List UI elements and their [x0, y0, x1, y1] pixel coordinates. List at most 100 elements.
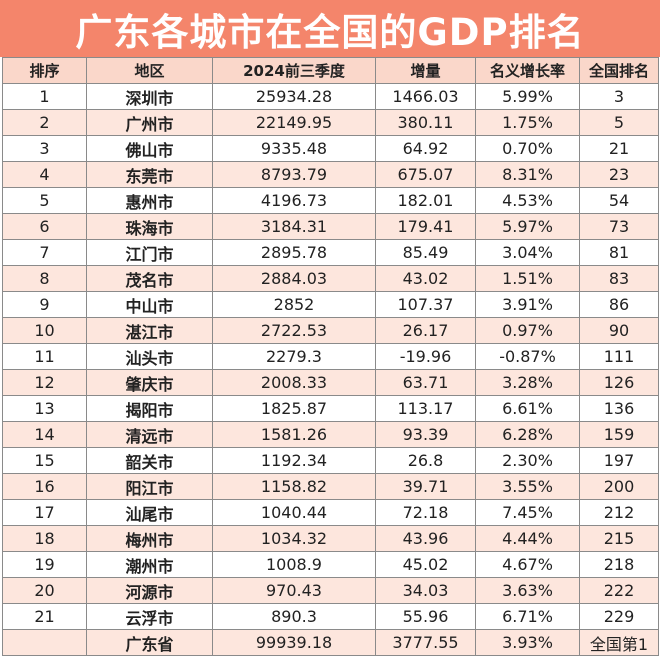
cell-city: 清远市	[86, 421, 213, 448]
cell-increment: 26.8	[375, 447, 476, 474]
table-row: 18 梅州市 1034.32 43.96 4.44% 215	[2, 525, 659, 552]
cell-increment: 63.71	[375, 369, 476, 396]
cell-gdp: 1158.82	[212, 473, 376, 500]
cell-increment: 93.39	[375, 421, 476, 448]
cell-city: 潮州市	[86, 551, 213, 578]
cell-national-rank: 86	[579, 291, 659, 318]
cell-growth-rate: 0.70%	[475, 135, 580, 162]
table-row: 17 汕尾市 1040.44 72.18 7.45% 212	[2, 499, 659, 526]
cell-growth-rate: 4.44%	[475, 525, 580, 552]
cell-growth-rate: 3.93%	[475, 629, 580, 656]
cell-increment: 179.41	[375, 213, 476, 240]
cell-gdp: 22149.95	[212, 109, 376, 136]
cell-rank: 15	[2, 447, 87, 474]
cell-city: 梅州市	[86, 525, 213, 552]
cell-increment: 1466.03	[375, 83, 476, 110]
table-row: 2 广州市 22149.95 380.11 1.75% 5	[2, 109, 659, 136]
cell-gdp: 1008.9	[212, 551, 376, 578]
cell-gdp: 2884.03	[212, 265, 376, 292]
cell-rank: 1	[2, 83, 87, 110]
cell-rank: 14	[2, 421, 87, 448]
cell-national-rank: 218	[579, 551, 659, 578]
cell-rank: 5	[2, 187, 87, 214]
cell-national-rank: 81	[579, 239, 659, 266]
page-title: 广东各城市在全国的GDP排名	[75, 10, 585, 54]
cell-increment: 43.02	[375, 265, 476, 292]
table-row: 20 河源市 970.43 34.03 3.63% 222	[2, 577, 659, 604]
cell-increment: 26.17	[375, 317, 476, 344]
cell-growth-rate: 5.99%	[475, 83, 580, 110]
cell-gdp: 1034.32	[212, 525, 376, 552]
cell-gdp: 2008.33	[212, 369, 376, 396]
cell-rank: 7	[2, 239, 87, 266]
cell-national-rank: 21	[579, 135, 659, 162]
cell-city: 阳江市	[86, 473, 213, 500]
cell-national-rank: 126	[579, 369, 659, 396]
cell-gdp: 2852	[212, 291, 376, 318]
cell-national-rank: 全国第1	[579, 629, 659, 656]
cell-national-rank: 3	[579, 83, 659, 110]
cell-city: 佛山市	[86, 135, 213, 162]
table-row: 广东省 99939.18 3777.55 3.93% 全国第1	[2, 629, 659, 656]
table-row: 15 韶关市 1192.34 26.8 2.30% 197	[2, 447, 659, 474]
cell-rank: 4	[2, 161, 87, 188]
cell-national-rank: 212	[579, 499, 659, 526]
cell-city: 汕尾市	[86, 499, 213, 526]
cell-increment: 43.96	[375, 525, 476, 552]
cell-city: 河源市	[86, 577, 213, 604]
gdp-table: 排序 地区 2024前三季度 增量 名义增长率 全国排名 1 深圳市 25934.2…	[2, 57, 659, 656]
cell-city: 江门市	[86, 239, 213, 266]
cell-rank: 13	[2, 395, 87, 422]
cell-rank: 21	[2, 603, 87, 630]
cell-growth-rate: 3.55%	[475, 473, 580, 500]
cell-gdp: 3184.31	[212, 213, 376, 240]
cell-growth-rate: 6.61%	[475, 395, 580, 422]
table-row: 16 阳江市 1158.82 39.71 3.55% 200	[2, 473, 659, 500]
cell-increment: 55.96	[375, 603, 476, 630]
cell-city: 云浮市	[86, 603, 213, 630]
cell-rank: 3	[2, 135, 87, 162]
cell-increment: 3777.55	[375, 629, 476, 656]
cell-national-rank: 23	[579, 161, 659, 188]
table-row: 10 湛江市 2722.53 26.17 0.97% 90	[2, 317, 659, 344]
cell-increment: 45.02	[375, 551, 476, 578]
cell-national-rank: 111	[579, 343, 659, 370]
header-national-rank: 全国排名	[579, 57, 659, 84]
cell-national-rank: 200	[579, 473, 659, 500]
table-header-row: 排序 地区 2024前三季度 增量 名义增长率 全国排名	[2, 57, 659, 84]
cell-national-rank: 5	[579, 109, 659, 136]
cell-growth-rate: 5.97%	[475, 213, 580, 240]
cell-city: 广东省	[86, 629, 213, 656]
table-row: 1 深圳市 25934.28 1466.03 5.99% 3	[2, 83, 659, 110]
cell-rank: 6	[2, 213, 87, 240]
cell-increment: 34.03	[375, 577, 476, 604]
cell-gdp: 1192.34	[212, 447, 376, 474]
cell-growth-rate: 8.31%	[475, 161, 580, 188]
cell-gdp: 9335.48	[212, 135, 376, 162]
cell-national-rank: 54	[579, 187, 659, 214]
cell-national-rank: 83	[579, 265, 659, 292]
cell-gdp: 2895.78	[212, 239, 376, 266]
cell-growth-rate: 4.67%	[475, 551, 580, 578]
cell-city: 韶关市	[86, 447, 213, 474]
cell-growth-rate: 1.51%	[475, 265, 580, 292]
header-region: 地区	[86, 57, 213, 84]
cell-rank: 20	[2, 577, 87, 604]
cell-rank: 16	[2, 473, 87, 500]
cell-rank: 10	[2, 317, 87, 344]
header-gdp: 2024前三季度	[212, 57, 376, 84]
cell-national-rank: 90	[579, 317, 659, 344]
cell-gdp: 970.43	[212, 577, 376, 604]
cell-growth-rate: 6.28%	[475, 421, 580, 448]
cell-gdp: 4196.73	[212, 187, 376, 214]
cell-increment: 380.11	[375, 109, 476, 136]
cell-increment: -19.96	[375, 343, 476, 370]
table-row: 21 云浮市 890.3 55.96 6.71% 229	[2, 603, 659, 630]
table-row: 11 汕头市 2279.3 -19.96 -0.87% 111	[2, 343, 659, 370]
cell-national-rank: 159	[579, 421, 659, 448]
cell-gdp: 1825.87	[212, 395, 376, 422]
cell-increment: 64.92	[375, 135, 476, 162]
cell-increment: 113.17	[375, 395, 476, 422]
cell-rank	[2, 629, 87, 656]
